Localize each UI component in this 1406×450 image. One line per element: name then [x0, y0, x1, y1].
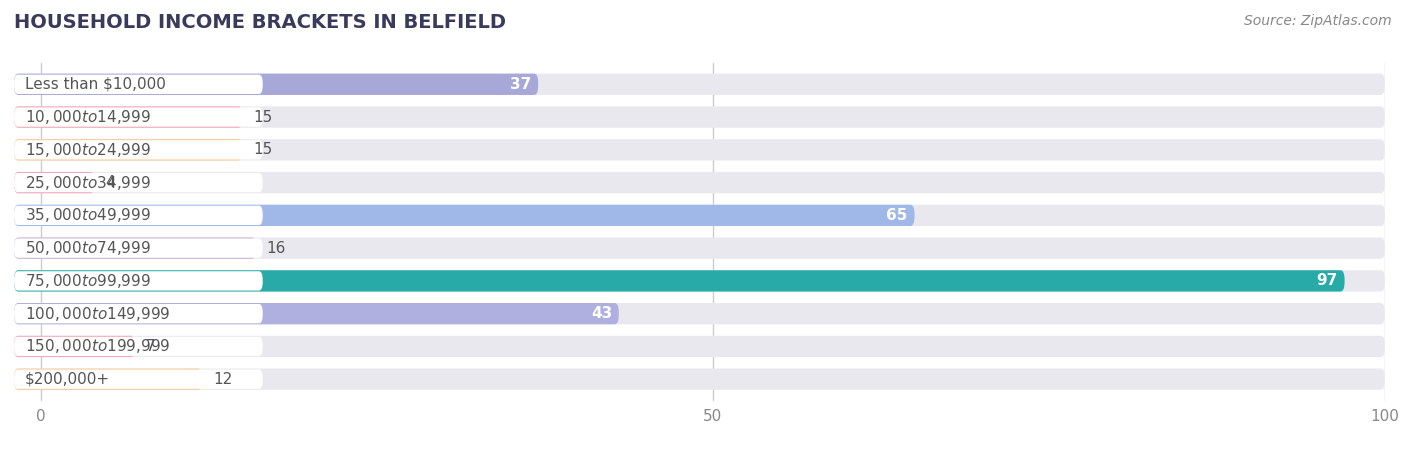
FancyBboxPatch shape — [14, 140, 263, 159]
FancyBboxPatch shape — [14, 304, 263, 324]
FancyBboxPatch shape — [14, 172, 94, 193]
FancyBboxPatch shape — [14, 369, 1385, 390]
FancyBboxPatch shape — [14, 139, 1385, 161]
FancyBboxPatch shape — [14, 106, 1385, 128]
Text: $15,000 to $24,999: $15,000 to $24,999 — [25, 141, 150, 159]
FancyBboxPatch shape — [14, 369, 202, 390]
FancyBboxPatch shape — [14, 238, 1385, 259]
Text: $35,000 to $49,999: $35,000 to $49,999 — [25, 207, 150, 225]
Text: $10,000 to $14,999: $10,000 to $14,999 — [25, 108, 150, 126]
Text: 15: 15 — [253, 142, 273, 157]
Text: $200,000+: $200,000+ — [25, 372, 110, 387]
FancyBboxPatch shape — [14, 270, 1385, 292]
FancyBboxPatch shape — [14, 205, 914, 226]
FancyBboxPatch shape — [14, 75, 263, 94]
Text: $25,000 to $34,999: $25,000 to $34,999 — [25, 174, 150, 192]
FancyBboxPatch shape — [14, 337, 263, 356]
Text: 37: 37 — [510, 77, 531, 92]
Text: 12: 12 — [212, 372, 232, 387]
Text: HOUSEHOLD INCOME BRACKETS IN BELFIELD: HOUSEHOLD INCOME BRACKETS IN BELFIELD — [14, 14, 506, 32]
FancyBboxPatch shape — [14, 238, 256, 259]
FancyBboxPatch shape — [14, 303, 1385, 324]
Text: 43: 43 — [591, 306, 612, 321]
Text: 7: 7 — [146, 339, 156, 354]
FancyBboxPatch shape — [14, 271, 263, 291]
Text: $150,000 to $199,999: $150,000 to $199,999 — [25, 338, 170, 356]
Text: 15: 15 — [253, 109, 273, 125]
FancyBboxPatch shape — [14, 369, 263, 389]
FancyBboxPatch shape — [14, 336, 1385, 357]
FancyBboxPatch shape — [14, 206, 263, 225]
FancyBboxPatch shape — [14, 74, 538, 95]
FancyBboxPatch shape — [14, 106, 243, 128]
FancyBboxPatch shape — [14, 173, 263, 192]
FancyBboxPatch shape — [14, 108, 263, 127]
FancyBboxPatch shape — [14, 303, 619, 324]
Text: 16: 16 — [267, 241, 285, 256]
Text: 65: 65 — [886, 208, 908, 223]
Text: $100,000 to $149,999: $100,000 to $149,999 — [25, 305, 170, 323]
FancyBboxPatch shape — [14, 270, 1344, 292]
FancyBboxPatch shape — [14, 172, 1385, 193]
FancyBboxPatch shape — [14, 336, 135, 357]
FancyBboxPatch shape — [14, 205, 1385, 226]
Text: $50,000 to $74,999: $50,000 to $74,999 — [25, 239, 150, 257]
Text: Less than $10,000: Less than $10,000 — [25, 77, 166, 92]
Text: 97: 97 — [1316, 274, 1339, 288]
FancyBboxPatch shape — [14, 238, 263, 258]
Text: 4: 4 — [105, 175, 115, 190]
Text: $75,000 to $99,999: $75,000 to $99,999 — [25, 272, 150, 290]
FancyBboxPatch shape — [14, 139, 243, 161]
Text: Source: ZipAtlas.com: Source: ZipAtlas.com — [1244, 14, 1392, 27]
FancyBboxPatch shape — [14, 74, 1385, 95]
